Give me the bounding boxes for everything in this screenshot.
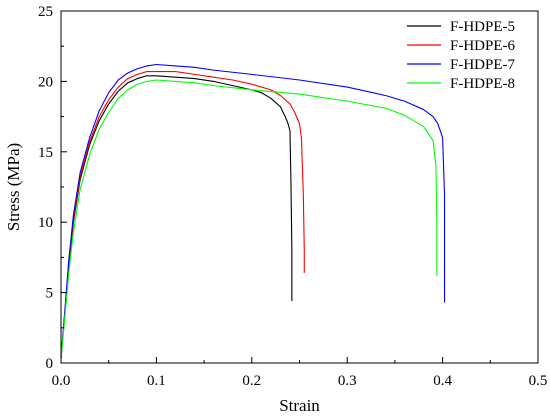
y-tick-label: 10 xyxy=(38,215,53,231)
x-tick-label: 0.1 xyxy=(147,373,166,389)
y-tick-label: 25 xyxy=(38,4,53,20)
y-tick-label: 20 xyxy=(38,74,53,90)
series-line-3 xyxy=(60,63,446,359)
legend-label-3: F-HDPE-7 xyxy=(450,57,516,73)
x-tick-label: 0.0 xyxy=(52,373,71,389)
series-line-1 xyxy=(60,75,293,359)
y-tick-label: 15 xyxy=(38,145,53,161)
legend-label-2: F-HDPE-6 xyxy=(450,38,516,54)
series-layer xyxy=(60,63,446,359)
x-axis-title: Strain xyxy=(279,396,320,415)
legend-label-4: F-HDPE-8 xyxy=(450,76,515,92)
axes-layer: 0.0 0.1 0.2 0.3 0.4 0.5 0 5 10 15 20 25 xyxy=(38,4,547,389)
legend-label-1: F-HDPE-5 xyxy=(450,19,515,35)
y-tick-label: 5 xyxy=(46,286,54,302)
series-line-2 xyxy=(60,70,305,359)
y-axis-title: Stress (MPa) xyxy=(4,143,23,231)
legend: F-HDPE-5 F-HDPE-6 F-HDPE-7 F-HDPE-8 xyxy=(407,19,516,92)
x-tick-label: 0.5 xyxy=(529,373,548,389)
x-tick-label: 0.2 xyxy=(242,373,261,389)
series-line-4 xyxy=(60,79,438,359)
plot-area xyxy=(61,11,538,363)
plot-background xyxy=(61,11,538,363)
x-tick-label: 0.3 xyxy=(338,373,357,389)
y-tick-label: 0 xyxy=(46,356,54,372)
x-tick-label: 0.4 xyxy=(433,373,452,389)
